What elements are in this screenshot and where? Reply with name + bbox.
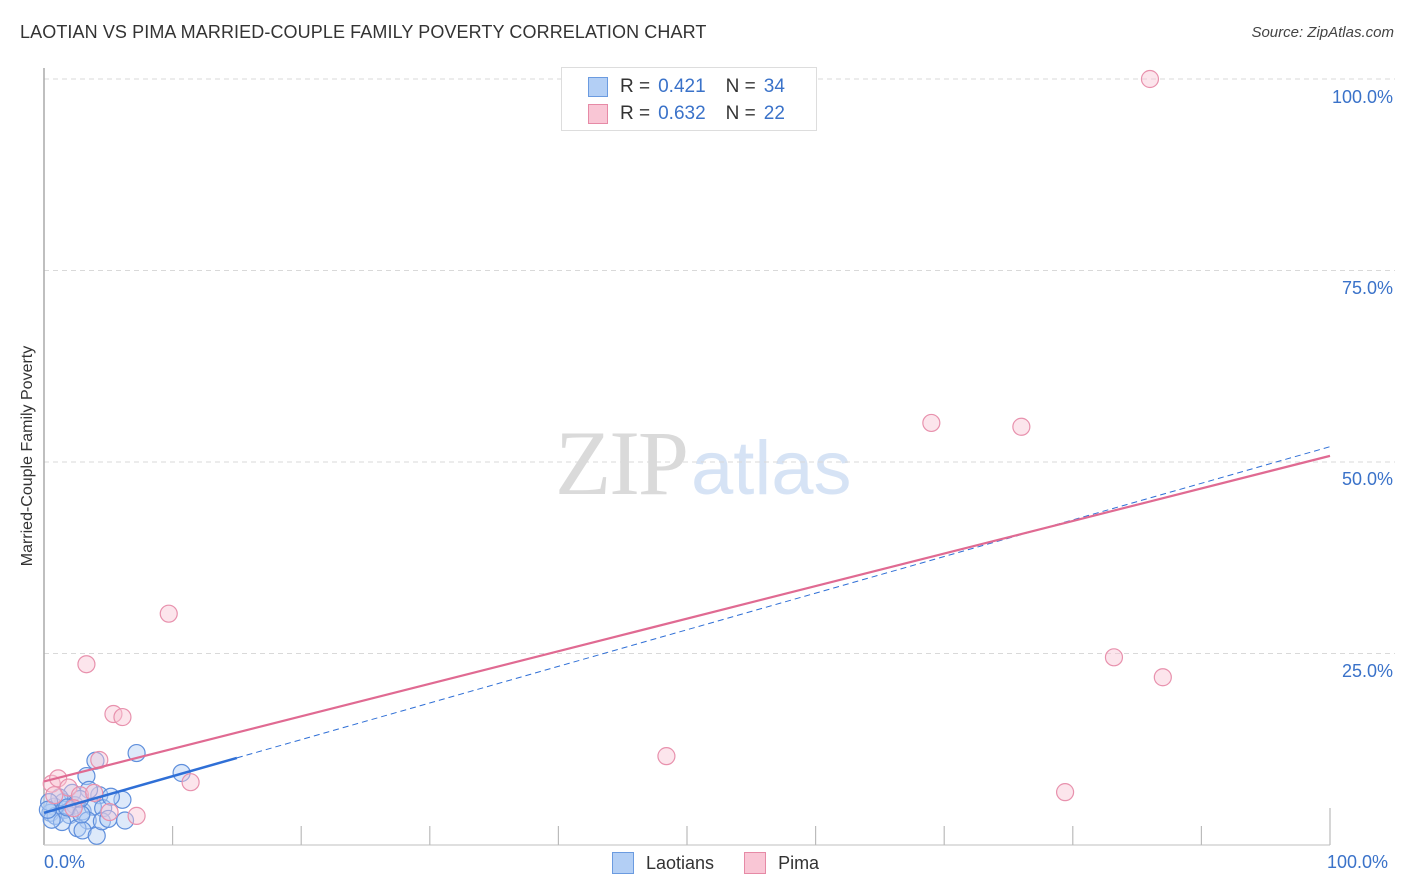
r-value: 0.421 xyxy=(658,76,706,97)
pima-point xyxy=(1153,668,1172,687)
r-value: 0.632 xyxy=(658,103,706,124)
legend-label-pima: Pima xyxy=(778,852,820,873)
legend-item-laotians[interactable]: Laotians xyxy=(612,852,714,874)
laotians-swatch-icon xyxy=(612,852,634,874)
watermark-zip: ZIP xyxy=(555,412,689,514)
legend-row-pima: R = 0.632 N = 22 xyxy=(588,102,785,126)
pima-point xyxy=(45,786,64,805)
pima-point xyxy=(922,413,941,433)
pima-point xyxy=(1104,648,1124,667)
y-tick-25: 25.0% xyxy=(1341,661,1393,681)
pima-points xyxy=(42,69,1172,825)
n-value: 34 xyxy=(763,76,785,97)
r-label: R = xyxy=(620,76,651,97)
pima-point xyxy=(1055,783,1075,802)
pima-point xyxy=(100,802,119,822)
laotian-trend-line xyxy=(43,756,238,815)
trend-lines xyxy=(43,446,1331,815)
n-value: 22 xyxy=(763,103,785,124)
n-label: N = xyxy=(725,103,756,124)
zipatlas-watermark: ZIPatlas xyxy=(555,410,852,516)
pima-point xyxy=(127,806,146,825)
pima-point xyxy=(113,707,132,727)
y-tick-75: 75.0% xyxy=(1341,278,1393,298)
pima-point xyxy=(1140,69,1160,89)
x-tick-0: 0.0% xyxy=(44,852,86,872)
y-tick-50: 50.0% xyxy=(1341,469,1393,489)
pima-point xyxy=(1012,417,1031,436)
pima-point xyxy=(77,655,96,674)
laotian-trend-extension xyxy=(236,446,1331,759)
x-tick-100: 100.0% xyxy=(1327,852,1389,872)
legend-row-laotians: R = 0.421 N = 34 xyxy=(588,75,785,99)
watermark-atlas: atlas xyxy=(691,426,852,511)
legend-item-pima[interactable]: Pima xyxy=(744,852,819,874)
pima-point xyxy=(657,747,676,766)
laotians-swatch-icon xyxy=(588,77,608,97)
n-label: N = xyxy=(725,76,756,97)
chart-title: LAOTIAN VS PIMA MARRIED-COUPLE FAMILY PO… xyxy=(20,22,707,42)
correlation-legend: R = 0.421 N = 34 R = 0.632 N = 22 xyxy=(561,67,817,131)
pima-swatch-icon xyxy=(744,852,767,874)
pima-point xyxy=(181,773,200,792)
pima-swatch-icon xyxy=(588,104,608,124)
r-label: R = xyxy=(620,103,651,124)
pima-trend-line xyxy=(43,454,1331,783)
y-axis-label: Married-Couple Family Poverty xyxy=(19,345,36,567)
series-legend: Laotians Pima xyxy=(612,852,849,874)
y-tick-100: 100.0% xyxy=(1331,87,1393,107)
legend-label-laotians: Laotians xyxy=(646,852,715,873)
source-credit: Source: ZipAtlas.com xyxy=(1251,24,1394,41)
gridlines xyxy=(44,78,1395,654)
x-axis-ticks xyxy=(172,808,1331,845)
pima-point xyxy=(159,604,178,623)
laotian-point xyxy=(99,809,118,829)
laotian-point xyxy=(73,821,92,840)
laotian-points xyxy=(38,743,191,845)
